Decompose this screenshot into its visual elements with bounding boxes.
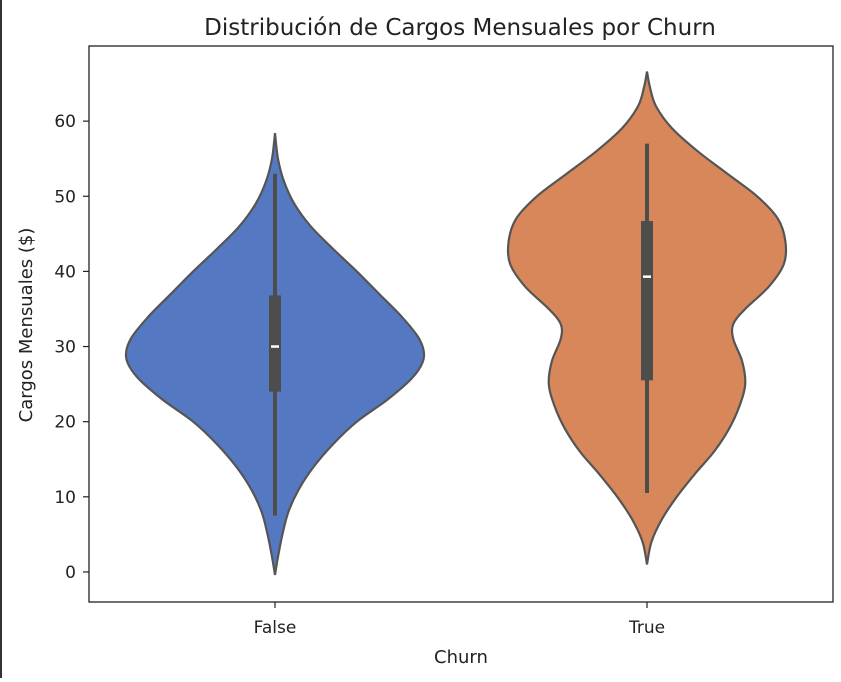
y-tick-label: 0	[65, 563, 76, 583]
iqr-box-true	[641, 221, 653, 381]
chart-title: Distribución de Cargos Mensuales por Chu…	[204, 15, 716, 41]
iqr-box-false	[269, 295, 281, 392]
y-tick-label: 10	[54, 488, 76, 508]
y-axis: 0 10 20 30 40 50 60	[54, 112, 89, 583]
y-tick-label: 60	[54, 112, 76, 132]
violin-group	[124, 71, 788, 576]
y-axis-label: Cargos Mensuales ($)	[16, 228, 37, 423]
x-axis-label: Churn	[434, 647, 488, 668]
x-axis: False True	[254, 602, 665, 638]
y-tick-label: 30	[54, 338, 76, 358]
y-tick-label: 50	[54, 187, 76, 207]
x-tick-label: True	[628, 618, 665, 638]
y-tick-label: 40	[54, 262, 76, 282]
x-tick-label: False	[254, 618, 297, 638]
y-tick-label: 20	[54, 413, 76, 433]
plot-area-frame	[88, 45, 834, 603]
